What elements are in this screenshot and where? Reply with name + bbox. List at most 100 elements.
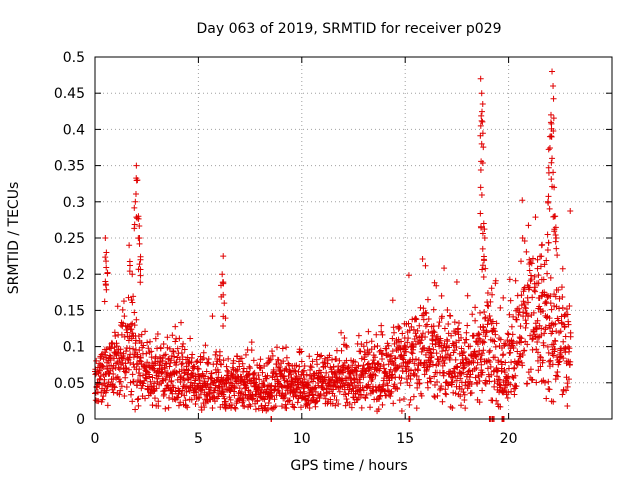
data-point [417,304,424,311]
data-point [306,353,313,360]
data-point [566,303,573,310]
data-point [293,362,300,369]
data-point [233,368,240,375]
data-point [479,266,486,273]
data-point [413,333,420,340]
data-point [188,396,195,403]
data-point [361,356,368,363]
data-point [547,111,554,118]
data-point [430,328,437,335]
data-point [162,351,169,358]
data-point [528,276,535,283]
data-point [436,319,443,326]
data-point [100,393,107,400]
data-point [162,405,169,412]
data-point [285,361,292,368]
data-point [136,357,143,364]
data-point [486,347,493,354]
data-point [489,291,496,298]
data-point [350,370,357,377]
data-point [557,328,564,335]
data-point [389,335,396,342]
data-point [546,386,553,393]
data-point [439,398,446,405]
data-point [418,392,425,399]
data-point [538,276,545,283]
data-point [498,368,505,375]
data-point [485,303,492,310]
data-point [535,272,542,279]
data-point [134,351,141,358]
data-point [379,401,386,408]
data-point [413,373,420,380]
data-point [136,223,143,230]
data-point [543,395,550,402]
data-point [462,405,469,412]
data-point [131,225,138,232]
data-point [169,390,176,397]
data-point [468,381,475,388]
data-point [351,399,358,406]
data-point [544,294,551,301]
data-point [564,311,571,318]
data-point [282,401,289,408]
data-point [246,401,253,408]
data-point [464,322,471,329]
data-point [129,271,136,278]
data-point [143,368,150,375]
data-point [467,371,474,378]
data-point [431,329,438,336]
data-point [430,306,437,313]
data-point [221,300,228,307]
data-point [508,388,515,395]
data-point [412,341,419,348]
data-point [129,398,136,405]
data-point [135,213,142,220]
data-point [149,402,156,409]
x-tick-label: 20 [500,431,518,447]
data-point [548,125,555,132]
data-point [473,365,480,372]
data-point [477,210,484,217]
data-point [202,342,209,349]
data-point [541,330,548,337]
data-point [546,205,553,212]
data-point [103,249,110,256]
data-point [251,369,258,376]
chart-title: Day 063 of 2019, SRMTID for receiver p02… [196,21,501,37]
data-point [497,336,504,343]
data-point [461,391,468,398]
data-point [314,398,321,405]
data-point [388,358,395,365]
data-point [403,363,410,370]
data-point [549,361,556,368]
data-point [544,270,551,277]
plot-frame [94,56,613,420]
data-point [566,345,573,352]
data-point [452,390,459,397]
data-point [253,375,260,382]
data-point [179,360,186,367]
data-point [407,367,414,374]
data-point [314,361,321,368]
data-point [479,101,486,108]
data-point [416,322,423,329]
data-point [480,220,487,227]
data-point [406,401,413,408]
data-point [122,374,129,381]
data-point [533,379,540,386]
data-point [510,345,517,352]
data-point [165,404,172,411]
data-point [168,357,175,364]
data-point [405,320,412,327]
data-point [96,367,103,374]
data-point [478,117,485,124]
data-point [143,350,150,357]
data-point [136,347,143,354]
data-point [525,299,532,306]
data-point [460,389,467,396]
data-point [164,334,171,341]
data-point [449,405,456,412]
data-point [355,332,362,339]
data-point [522,317,529,324]
